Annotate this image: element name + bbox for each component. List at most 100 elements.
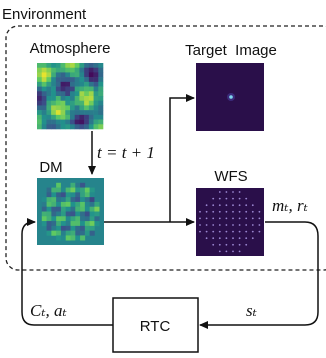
pixel [42,96,47,101]
pixel [80,216,85,221]
pixel [79,91,84,96]
pixel [47,221,52,226]
spot [226,251,228,253]
pixel [51,202,56,207]
pixel [65,120,70,125]
spot [239,224,241,226]
spot [252,237,254,239]
pixel [70,91,75,96]
pixel [70,77,75,82]
pixel [70,101,75,106]
pixel [90,188,95,193]
pixel [90,202,95,207]
pixel [61,91,66,96]
pixel [79,96,84,101]
spot [232,204,234,206]
pixel [94,124,99,129]
pixel [42,91,47,96]
pixel [80,188,85,193]
pixel [94,101,99,106]
pixel [56,68,61,73]
pixel [98,91,103,96]
pixel [89,82,94,87]
edge-label: t = t + 1 [97,143,155,162]
pixel [61,96,66,101]
pixel [37,68,42,73]
pixel [65,63,70,68]
pixel [46,105,51,110]
spot [252,204,254,206]
pixel [75,212,80,217]
pixel [84,91,89,96]
spot [226,224,228,226]
pixel [98,115,103,120]
pixel [61,87,66,92]
dm-image [37,178,104,245]
pixel [94,63,99,68]
spot [245,198,247,200]
pixel [75,188,80,193]
pixel [75,96,80,101]
spot [239,218,241,220]
pixel [61,183,66,188]
pixel [85,207,90,212]
pixel [61,231,66,236]
pixel [42,63,47,68]
node-label: Target Image [185,42,277,59]
pixel [56,105,61,110]
spot [239,237,241,239]
pixel [51,231,56,236]
pixel [66,202,71,207]
node-label: Atmosphere [30,40,111,57]
pixel [94,110,99,115]
spot [239,204,241,206]
pixel [51,82,56,87]
pixel [98,124,103,129]
pixel [75,120,80,125]
pixel [56,101,61,106]
pixel [98,110,103,115]
pixel [51,124,56,129]
spot [212,224,214,226]
pixel [61,110,66,115]
pixel [42,72,47,77]
pixel [75,77,80,82]
pixel [71,183,76,188]
spot [199,224,201,226]
pixel [98,77,103,82]
pixel [70,124,75,129]
pixel [79,72,84,77]
pixel [61,202,66,207]
pixel [47,188,52,193]
pixel [47,226,52,231]
pixel [56,63,61,68]
pixel [65,87,70,92]
pixel [84,96,89,101]
spot [232,231,234,233]
pixel [89,110,94,115]
pixel [80,231,85,236]
spot [212,211,214,213]
pixel [98,87,103,92]
pixel [46,120,51,125]
pixel [37,105,42,110]
pixel [56,72,61,77]
pixel [71,216,76,221]
pixel [37,87,42,92]
pixel [61,77,66,82]
spot [259,231,261,233]
pixel [56,120,61,125]
pixel [51,207,56,212]
spot [212,218,214,220]
spot [252,218,254,220]
pixel [42,221,47,226]
pixel [80,207,85,212]
spot [226,237,228,239]
pixel [37,77,42,82]
pixel [51,212,56,217]
pixel [51,226,56,231]
pixel [90,216,95,221]
pixel [98,82,103,87]
pixel [89,68,94,73]
spot [232,198,234,200]
